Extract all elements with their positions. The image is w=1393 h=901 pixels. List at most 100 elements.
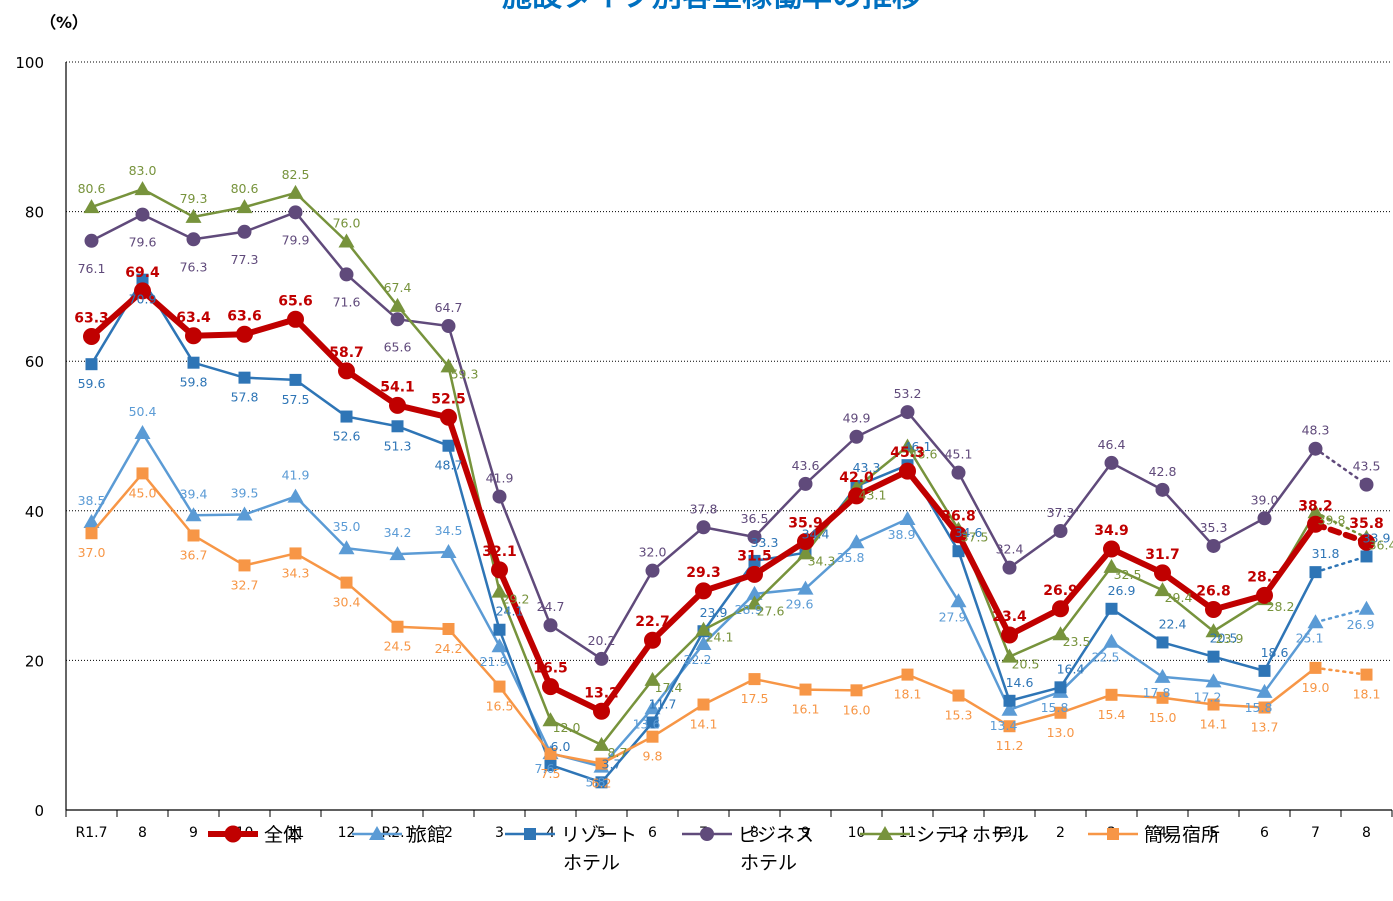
- data-point-simple: [391, 620, 404, 633]
- data-point-city: [338, 233, 355, 248]
- data-point-all: [83, 328, 100, 346]
- legend-item-city: シティホテル: [860, 824, 1029, 846]
- data-label-ryokan: 15.8: [1245, 700, 1273, 715]
- data-point-business: [798, 476, 813, 491]
- data-point-resort: [1258, 664, 1271, 677]
- data-label-city: 80.6: [78, 181, 106, 196]
- data-label-ryokan: 41.9: [282, 468, 310, 483]
- data-label-resort: 57.5: [282, 392, 310, 407]
- data-label-all: 42.0: [839, 470, 874, 486]
- series-city: [83, 181, 1375, 751]
- data-point-resort: [136, 273, 149, 286]
- data-label-simple: 16.1: [792, 702, 820, 717]
- data-point-business: [594, 651, 609, 666]
- data-label-city: 8.7: [608, 745, 628, 760]
- data-point-business: [696, 520, 711, 535]
- data-label-simple: 9.8: [643, 749, 663, 764]
- data-point-city: [1103, 558, 1120, 573]
- data-label-simple: 19.0: [1302, 680, 1330, 695]
- data-point-business: [1002, 560, 1017, 575]
- legend-label: ホテル: [563, 852, 620, 874]
- data-point-all: [1154, 564, 1171, 582]
- data-point-city: [1052, 626, 1069, 641]
- data-label-simple: 16.0: [843, 702, 871, 717]
- data-point-resort: [748, 554, 761, 567]
- data-point-ryokan: [491, 638, 508, 653]
- data-point-city: [695, 621, 712, 636]
- data-label-business: 71.6: [333, 294, 361, 309]
- data-point-simple: [187, 529, 200, 542]
- data-label-simple: 17.5: [741, 691, 769, 706]
- data-point-resort: [493, 623, 506, 636]
- series-projection-simple: [1314, 666, 1368, 676]
- data-label-all: 63.3: [74, 311, 109, 327]
- x-tick-label: 8: [138, 825, 147, 841]
- data-point-simple: [85, 527, 98, 540]
- data-point-all: [1052, 600, 1069, 618]
- data-point-all: [644, 631, 661, 649]
- data-point-city: [1205, 623, 1222, 638]
- legend-label: 簡易宿所: [1144, 824, 1220, 846]
- data-label-business: 37.3: [1047, 505, 1075, 520]
- data-label-city: 17.4: [655, 680, 683, 695]
- data-label-city: 29.2: [502, 592, 530, 607]
- data-point-resort: [289, 373, 302, 386]
- data-point-ryokan: [746, 585, 763, 600]
- data-label-resort: 57.8: [231, 390, 259, 405]
- data-label-ryokan: 34.2: [384, 525, 412, 540]
- data-label-ryokan: 13.6: [633, 716, 661, 731]
- data-label-simple: 14.1: [690, 717, 718, 732]
- data-label-city: 32.5: [1114, 567, 1142, 582]
- data-point-business: [1206, 538, 1221, 553]
- data-label-all: 36.8: [941, 509, 976, 525]
- data-label-ryokan: 35.8: [837, 550, 865, 565]
- data-label-resort: 18.6: [1261, 645, 1289, 660]
- data-label-city: 23.9: [1216, 631, 1244, 646]
- data-label-resort: 22.4: [1159, 616, 1187, 631]
- data-label-resort: 70.9: [129, 292, 157, 307]
- x-tick-label: 9: [801, 825, 810, 841]
- data-point-business: [1308, 441, 1323, 456]
- data-label-all: 63.4: [176, 310, 211, 326]
- series-simple: [85, 467, 1373, 770]
- data-label-ryokan: 22.5: [1092, 650, 1120, 665]
- data-point-business: [747, 529, 762, 544]
- data-point-all: [287, 310, 304, 328]
- x-tick-label: 6: [648, 825, 657, 841]
- x-tick-label: 6: [1260, 825, 1269, 841]
- y-tick-label: 100: [15, 54, 44, 72]
- data-label-all: 63.6: [227, 308, 262, 324]
- data-point-city: [746, 595, 763, 610]
- y-tick-label: 20: [25, 652, 44, 670]
- data-label-simple: 18.1: [1353, 687, 1381, 702]
- data-point-simple: [952, 689, 965, 702]
- data-point-all: [1205, 601, 1222, 619]
- data-label-all: 26.9: [1043, 583, 1078, 599]
- data-point-simple: [1207, 698, 1220, 711]
- data-point-resort: [1360, 550, 1373, 563]
- data-point-simple: [697, 698, 710, 711]
- data-point-ryokan: [1205, 673, 1222, 688]
- data-point-ryokan: [338, 540, 355, 555]
- data-label-all: 26.8: [1196, 584, 1231, 600]
- data-point-business: [700, 827, 714, 841]
- data-point-business: [492, 489, 507, 504]
- data-label-city: 27.6: [757, 604, 785, 619]
- legend-item-ryokan: 旅館: [352, 824, 446, 846]
- data-point-city: [491, 583, 508, 598]
- y-tick-label: 60: [25, 353, 44, 371]
- data-label-resort: 43.3: [853, 460, 881, 475]
- data-label-simple: 32.7: [231, 577, 259, 592]
- data-label-city: 76.0: [333, 216, 361, 231]
- data-point-city: [542, 712, 559, 727]
- data-point-simple: [850, 684, 863, 697]
- data-point-all: [1358, 533, 1375, 551]
- x-tick-label: R3.1: [994, 825, 1026, 841]
- data-labels: 38.5 50.4 39.4 39.5 41.9 35.0 34.2 34.5 21.9 7.6 5…: [74, 163, 1393, 790]
- data-point-all: [542, 678, 559, 696]
- series-projection-business: [1314, 447, 1368, 486]
- data-label-city: 39.8: [1318, 512, 1346, 527]
- data-point-all: [950, 526, 967, 544]
